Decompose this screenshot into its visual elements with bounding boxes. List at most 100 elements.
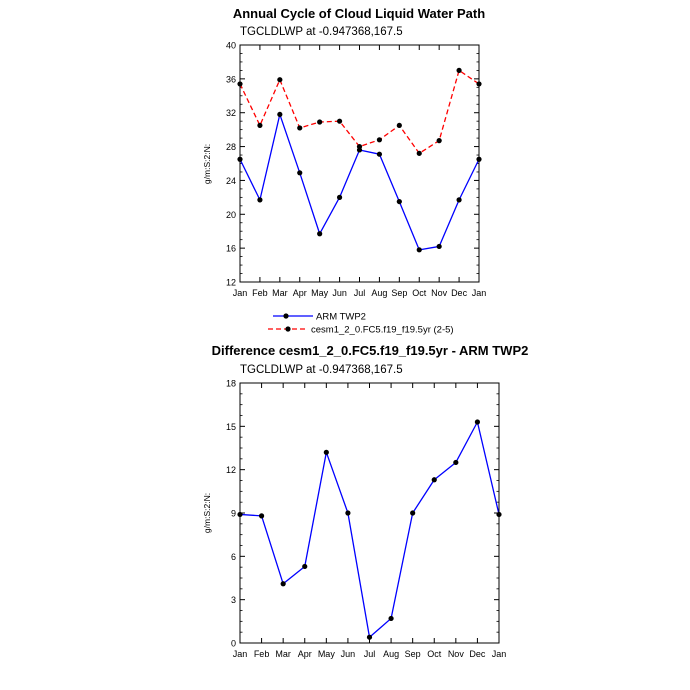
x-tick-label: Oct [412,288,427,298]
data-point [258,513,265,519]
chart-subtitle: TGCLDLWP at -0.947368,167.5 [240,26,403,38]
data-point [297,170,303,176]
x-tick-label: May [318,649,336,659]
y-tick-label: 32 [226,108,236,118]
legend-entry-arm: ARM TWP2 [273,312,366,323]
x-tick-label: Oct [427,649,442,659]
data-point [453,459,459,466]
x-tick-label: Apr [293,288,307,298]
x-tick-label: Dec [469,649,486,659]
legend-label-arm: ARM TWP2 [316,312,366,323]
x-tick-labels: Jan Feb Mar Apr May Jun Jul Aug Sep Oct Nov Dec Jan [233,649,507,659]
y-tick-label: 12 [226,278,236,288]
y-tick-label: 24 [226,176,236,186]
y-axis-label: g/m:S:2:N: [202,144,212,184]
data-point [257,122,263,129]
annual-cycle-chart: Annual Cycle of Cloud Liquid Water Path … [202,6,486,336]
y-tick-label: 40 [226,41,236,51]
tick-marks [239,44,480,283]
y-tick-label: 12 [226,465,236,475]
data-point [396,122,402,129]
y-tick-label: 36 [226,74,236,84]
y-tick-label: 3 [231,595,236,605]
x-tick-label: Feb [252,288,268,298]
data-point [302,563,308,570]
legend-marker-arm [283,313,289,319]
y-tick-label: 6 [231,552,236,562]
x-tick-label: Nov [431,288,448,298]
data-point [317,119,323,125]
legend-label-cesm: cesm1_2_0.FC5.f19_f19.5yr (2-5) [311,325,454,336]
data-point [366,634,373,640]
legend: ARM TWP2 cesm1_2_0.FC5.f19_f19.5yr (2-5) [268,312,454,336]
data-point [297,125,303,131]
chart-title: Difference cesm1_2_0.FC5.f19_f19.5yr - A… [212,343,529,358]
data-point [277,111,283,118]
data-point [456,67,462,73]
y-axis-label: g/m:S:2:N: [202,493,212,533]
x-tick-label: Feb [254,649,270,659]
data-point [356,143,363,150]
data-point [410,510,416,516]
data-point [396,198,402,205]
series-line [239,69,480,154]
data-point [277,77,283,83]
x-tick-label: Jan [233,649,248,659]
data-point [376,151,383,157]
plot-frame [239,44,480,283]
x-tick-label: Nov [448,649,465,659]
data-point [436,243,442,250]
data-point [416,150,422,156]
y-tick-labels: 12 16 20 24 28 32 36 40 [226,41,236,288]
x-tick-labels: Jan Feb Mar Apr May Jun Jul Aug Sep Oct Nov Dec Jan [233,288,487,298]
x-tick-label: Apr [298,649,312,659]
data-point [317,231,323,237]
x-tick-label: Jan [492,649,507,659]
chart-subtitle: TGCLDLWP at -0.947368,167.5 [240,364,403,376]
data-point [257,197,263,203]
x-tick-label: Mar [272,288,288,298]
difference-chart: Difference cesm1_2_0.FC5.f19_f19.5yr - A… [202,343,528,659]
x-tick-label: Jun [341,649,356,659]
series-layer [237,67,482,253]
x-tick-label: Jun [332,288,347,298]
x-tick-label: Aug [371,288,387,298]
y-tick-label: 28 [226,142,236,152]
data-point [431,477,437,483]
data-point [336,194,343,200]
tick-marks [239,382,500,644]
data-point [323,449,329,455]
y-tick-label: 20 [226,210,236,220]
y-tick-label: 9 [231,509,236,519]
data-point [280,581,286,587]
y-tick-label: 15 [226,422,236,432]
data-point [456,197,462,203]
x-tick-label: Sep [391,288,407,298]
y-tick-label: 16 [226,244,236,254]
series-line [239,421,500,638]
y-tick-labels: 0 3 6 9 12 15 18 [226,379,236,649]
y-tick-label: 0 [231,639,236,649]
legend-entry-cesm: cesm1_2_0.FC5.f19_f19.5yr (2-5) [268,325,454,336]
data-point [345,510,351,516]
series-layer [237,419,502,640]
legend-marker-cesm [285,326,291,332]
x-tick-label: Jul [364,649,376,659]
x-tick-label: Dec [451,288,468,298]
data-point [436,138,442,144]
series-line [239,113,480,251]
data-point [474,419,481,425]
data-point [388,615,394,622]
x-tick-label: Jan [233,288,248,298]
x-tick-label: Jul [354,288,366,298]
data-point [336,118,343,124]
x-tick-label: May [311,288,329,298]
x-tick-label: Sep [405,649,421,659]
data-point [416,247,422,253]
x-tick-label: Mar [275,649,291,659]
plot-frame [239,382,500,644]
chart-title: Annual Cycle of Cloud Liquid Water Path [233,6,485,21]
x-tick-label: Aug [383,649,399,659]
x-tick-label: Jan [472,288,487,298]
